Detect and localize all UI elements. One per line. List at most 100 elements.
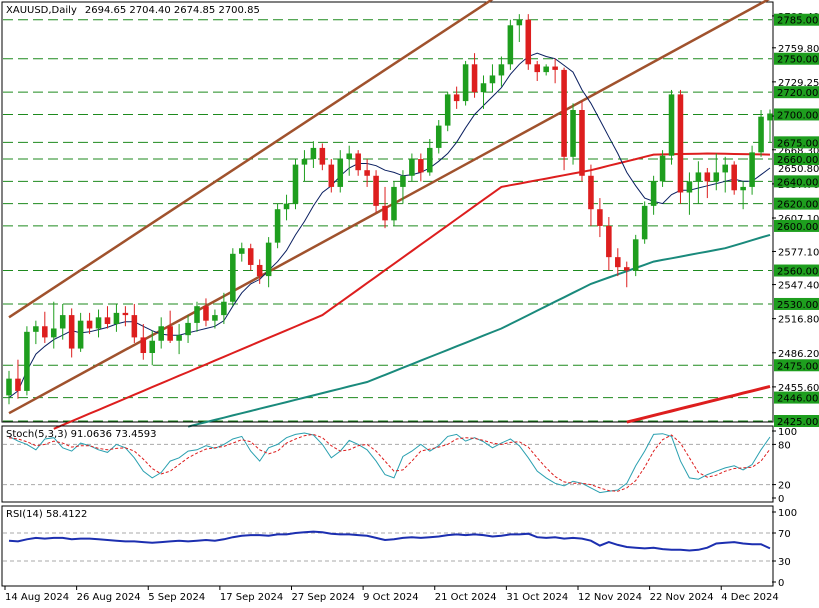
price-tick-label: 2455.60 bbox=[778, 383, 819, 394]
candle-body bbox=[292, 164, 299, 204]
ma-mid-line bbox=[53, 152, 771, 430]
candle-body bbox=[713, 172, 720, 182]
candle-body bbox=[570, 110, 576, 157]
candle-body bbox=[686, 181, 693, 193]
candle-body bbox=[86, 320, 93, 329]
ohlc-values: 2694.65 2704.40 2674.85 2700.85 bbox=[85, 5, 260, 16]
level-label-bg bbox=[774, 175, 819, 188]
candle-body bbox=[283, 203, 290, 210]
symbol-name: XAUUSD,Daily bbox=[6, 5, 77, 16]
level-label-bg bbox=[774, 391, 819, 404]
date-tick-label: 26 Aug 2024 bbox=[77, 592, 141, 603]
candle-body bbox=[167, 326, 173, 341]
candle-body bbox=[668, 94, 675, 156]
candle-body bbox=[391, 186, 397, 221]
rsi-axis: 100 70 30 0 bbox=[772, 508, 797, 589]
level-label: 2620.00 bbox=[777, 200, 818, 211]
candle-body bbox=[247, 248, 254, 265]
candle-body bbox=[239, 248, 245, 254]
level-label-bg bbox=[774, 415, 819, 427]
candle-body bbox=[212, 315, 218, 321]
candle-body bbox=[659, 155, 666, 182]
candle-body bbox=[15, 378, 21, 391]
candle-body bbox=[534, 64, 540, 73]
level-label: 2446.00 bbox=[777, 394, 818, 405]
level-label: 2700.00 bbox=[777, 110, 818, 121]
date-tick-label: 21 Oct 2024 bbox=[435, 592, 497, 603]
date-tick-label: 14 Aug 2024 bbox=[5, 592, 69, 603]
candle-body bbox=[543, 66, 549, 73]
level-label: 2750.00 bbox=[777, 55, 818, 66]
level-label: 2560.00 bbox=[777, 267, 818, 278]
candle-body bbox=[427, 147, 433, 173]
candle-body bbox=[310, 147, 317, 160]
candle-body bbox=[704, 172, 711, 182]
ma-long-line bbox=[626, 384, 771, 424]
candle-body bbox=[606, 225, 612, 258]
candle-body bbox=[623, 267, 630, 271]
stochastic-title: Stoch(5,3,3) 91.0636 73.4593 bbox=[6, 429, 157, 440]
candle-body bbox=[68, 315, 75, 349]
candle-body bbox=[131, 315, 138, 338]
candle-body bbox=[33, 326, 39, 332]
candle-body bbox=[561, 69, 567, 157]
price-channel bbox=[8, 0, 770, 415]
candle-body bbox=[382, 205, 388, 221]
level-label-bg bbox=[774, 359, 819, 372]
candle-body bbox=[641, 205, 648, 240]
level-label-bg bbox=[774, 136, 819, 149]
date-axis: 14 Aug 2024 26 Aug 2024 5 Sep 2024 17 Sep 2… bbox=[4, 586, 779, 603]
level-label-bg bbox=[774, 219, 819, 232]
candle-body bbox=[400, 175, 406, 187]
level-label-bg bbox=[774, 297, 819, 310]
candle-body bbox=[364, 170, 370, 176]
symbol-title: XAUUSD,Daily 2694.65 2704.40 2674.85 2700… bbox=[6, 5, 260, 16]
stochastic-grid bbox=[3, 443, 772, 486]
indicator-tick-label: 100 bbox=[778, 427, 797, 438]
level-label: 2660.00 bbox=[777, 155, 818, 166]
indicator-tick-label: 0 bbox=[778, 578, 784, 589]
candle-body bbox=[50, 328, 57, 338]
candle-body bbox=[453, 94, 460, 102]
price-tick-label: 2607.10 bbox=[778, 214, 819, 225]
price-tick-label: 2577.10 bbox=[778, 247, 819, 258]
candles bbox=[6, 14, 773, 405]
channel-line bbox=[8, 0, 770, 415]
price-tick-label: 2547.40 bbox=[778, 281, 819, 292]
level-labels: 2785.00 2750.00 2720.00 2700.00 2675.00 2660.… bbox=[774, 13, 819, 428]
candle-body bbox=[489, 75, 496, 84]
candle-body bbox=[471, 64, 478, 93]
candle-body bbox=[337, 159, 344, 187]
candle-body bbox=[149, 340, 156, 354]
level-label-bg bbox=[774, 108, 819, 121]
level-label: 2530.00 bbox=[777, 300, 818, 311]
candle-body bbox=[507, 25, 514, 65]
indicator-tick-label: 70 bbox=[778, 529, 791, 540]
level-label-bg bbox=[774, 264, 819, 277]
candle-body bbox=[588, 175, 594, 210]
candle-body bbox=[122, 312, 129, 316]
price-tick-label: 2516.80 bbox=[778, 315, 819, 326]
channel-line bbox=[8, 0, 494, 319]
level-label: 2475.00 bbox=[777, 361, 818, 372]
candle-body bbox=[409, 159, 415, 176]
level-label: 2600.00 bbox=[777, 222, 818, 233]
level-label: 2785.00 bbox=[777, 16, 818, 27]
candle-body bbox=[194, 306, 200, 323]
candle-body bbox=[480, 83, 487, 93]
candle-body bbox=[740, 186, 746, 191]
rsi-grid bbox=[3, 532, 772, 562]
candle-body bbox=[113, 312, 120, 325]
candle-body bbox=[749, 152, 755, 187]
level-label-bg bbox=[774, 197, 819, 210]
indicator-tick-label: 30 bbox=[778, 557, 791, 568]
candle-body bbox=[516, 19, 523, 26]
candle-body bbox=[256, 264, 263, 277]
date-tick-label: 12 Nov 2024 bbox=[578, 592, 642, 603]
stochastic-lines bbox=[8, 432, 771, 494]
candle-body bbox=[95, 317, 102, 329]
candle-body bbox=[731, 164, 737, 191]
candle-body bbox=[355, 153, 361, 171]
candle-body bbox=[104, 317, 111, 325]
level-label-bg bbox=[774, 13, 819, 26]
